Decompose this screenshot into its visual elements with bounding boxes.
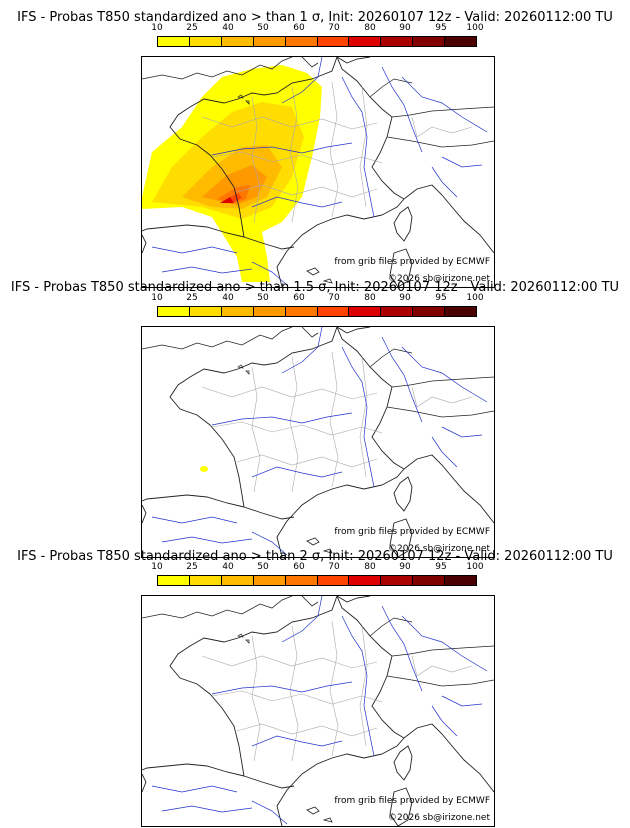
colorbar-segment [381,37,414,46]
panel-title: IFS - Probas T850 standardized ano > tha… [10,280,620,295]
colorbar-segment [189,576,222,585]
colorbar-segment [317,307,350,316]
source-credit: from grib files provided by ECMWF [334,796,490,806]
colorbar-segment [381,307,414,316]
colorbar-tick: 25 [186,562,198,572]
colorbar-tick: 95 [435,293,447,303]
colorbar-segment [413,37,446,46]
colorbar-tick: 10 [151,23,163,33]
colorbar-tick: 100 [466,23,484,33]
colorbar-segment [349,307,382,316]
copyright: ©2026 sb@irizone.net [388,274,490,284]
colorbar-tick: 70 [328,562,340,572]
colorbar-tick: 40 [222,23,234,33]
probability-field [142,65,322,282]
colorbar-tick: 100 [466,562,484,572]
colorbar-tick: 70 [328,293,340,303]
colorbar-segment [253,37,286,46]
colorbar-segment [317,37,350,46]
map-frame: from grib files provided by ECMWF ©2026 … [141,326,495,558]
colorbar-segment [189,307,222,316]
copyright: ©2026 sb@irizone.net [388,813,490,823]
colorbar-segment [285,576,318,585]
source-credit: from grib files provided by ECMWF [334,257,490,267]
map-frame: from grib files provided by ECMWF ©2026 … [141,595,495,827]
colorbar [157,575,477,586]
colorbar-segment [189,37,222,46]
colorbar-tick: 90 [399,293,411,303]
colorbar-segment [317,576,350,585]
colorbar-tick: 40 [222,293,234,303]
colorbar-segment [221,37,254,46]
colorbar-ticks: 10 25 40 50 60 70 80 90 95 100 [151,23,483,35]
colorbar-tick: 80 [364,293,376,303]
copyright: ©2026 sb@irizone.net [388,544,490,554]
map-panel-2sigma: IFS - Probas T850 standardized ano > tha… [0,549,630,827]
colorbar-segment [221,576,254,585]
colorbar-tick: 80 [364,562,376,572]
colorbar-segment [285,307,318,316]
source-credit: from grib files provided by ECMWF [334,527,490,537]
colorbar-tick: 10 [151,293,163,303]
colorbar-segment [253,576,286,585]
colorbar-tick: 80 [364,23,376,33]
colorbar-segment [413,576,446,585]
colorbar-segment [253,307,286,316]
map-panel-1-5sigma: IFS - Probas T850 standardized ano > tha… [0,280,630,558]
colorbar-tick: 60 [293,23,305,33]
colorbar-segment [413,307,446,316]
colorbar-tick: 90 [399,23,411,33]
colorbar-tick: 50 [257,23,269,33]
colorbar-ticks: 10 25 40 50 60 70 80 90 95 100 [151,562,483,574]
colorbar-segment [349,37,382,46]
colorbar-segment [349,576,382,585]
panel-title: IFS - Probas T850 standardized ano > tha… [17,549,613,564]
colorbar-tick: 50 [257,562,269,572]
map-panel-1sigma: IFS - Probas T850 standardized ano > tha… [0,10,630,288]
colorbar [157,306,477,317]
colorbar [157,36,477,47]
colorbar-tick: 25 [186,23,198,33]
colorbar-segment [158,307,190,316]
colorbar-segment [158,576,190,585]
colorbar-tick: 60 [293,293,305,303]
colorbar-segment [445,576,477,585]
colorbar-segment [381,576,414,585]
colorbar-tick: 95 [435,23,447,33]
colorbar-segment [221,307,254,316]
colorbar-tick: 40 [222,562,234,572]
colorbar-tick: 70 [328,23,340,33]
colorbar-segment [285,37,318,46]
probability-field [200,466,208,472]
colorbar-tick: 25 [186,293,198,303]
colorbar-tick: 90 [399,562,411,572]
colorbar-segment [158,37,190,46]
colorbar-segment [445,307,477,316]
map-svg [142,327,494,557]
colorbar-tick: 100 [466,293,484,303]
colorbar-segment [445,37,477,46]
colorbar-tick: 95 [435,562,447,572]
map-svg [142,57,494,287]
colorbar-ticks: 10 25 40 50 60 70 80 90 95 100 [151,293,483,305]
colorbar-tick: 10 [151,562,163,572]
map-svg [142,596,494,826]
colorbar-tick: 60 [293,562,305,572]
panel-title: IFS - Probas T850 standardized ano > tha… [17,10,613,25]
map-frame: from grib files provided by ECMWF ©2026 … [141,56,495,288]
colorbar-tick: 50 [257,293,269,303]
